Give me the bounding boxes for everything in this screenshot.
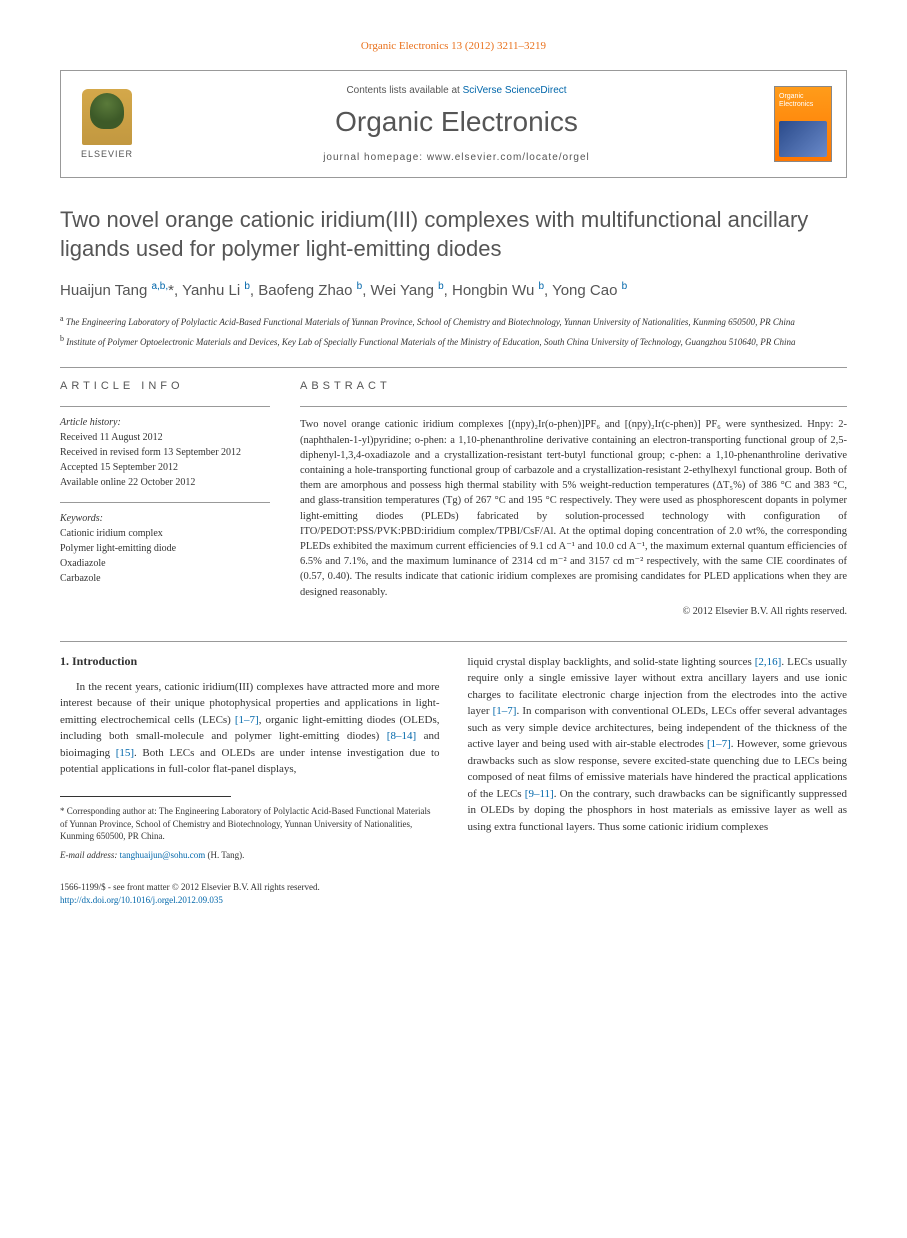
abstract-col: ABSTRACT Two novel orange cationic iridi… <box>300 380 847 617</box>
elsevier-label: ELSEVIER <box>81 149 133 159</box>
elsevier-logo[interactable]: ELSEVIER <box>75 85 139 163</box>
abstract-copyright: © 2012 Elsevier B.V. All rights reserved… <box>300 606 847 617</box>
cover-image-icon <box>779 121 827 157</box>
intro-text-col2: liquid crystal display backlights, and s… <box>468 654 848 836</box>
intro-para-1: In the recent years, cationic iridium(II… <box>60 679 440 778</box>
citation-link[interactable]: [1–7] <box>707 738 731 750</box>
journal-name: Organic Electronics <box>151 106 762 138</box>
article-title: Two novel orange cationic iridium(III) c… <box>60 206 847 263</box>
divider <box>60 367 847 368</box>
keywords-text: Cationic iridium complexPolymer light-em… <box>60 526 270 586</box>
citation-link[interactable]: [9–11] <box>525 788 554 800</box>
affiliation-b: b Institute of Polymer Optoelectronic Ma… <box>60 333 847 349</box>
history-label: Article history: <box>60 417 270 428</box>
citation-link[interactable]: [15] <box>116 747 134 759</box>
sciverse-link[interactable]: SciVerse ScienceDirect <box>463 85 567 96</box>
header-center: Contents lists available at SciVerse Sci… <box>139 85 774 163</box>
article-info-col: ARTICLE INFO Article history: Received 1… <box>60 380 270 617</box>
footnote-separator <box>60 796 231 797</box>
info-divider-2 <box>60 502 270 503</box>
journal-cover-thumbnail[interactable]: Organic Electronics <box>774 86 832 162</box>
homepage-prefix: journal homepage: <box>323 152 427 163</box>
info-abstract-row: ARTICLE INFO Article history: Received 1… <box>60 380 847 617</box>
citation-link[interactable]: [1–7] <box>235 714 259 726</box>
email-footnote: E-mail address: tanghuaijun@sohu.com (H.… <box>60 849 440 862</box>
header-citation: Organic Electronics 13 (2012) 3211–3219 <box>60 40 847 52</box>
body-col-left: 1. Introduction In the recent years, cat… <box>60 654 440 861</box>
authors-line: Huaijun Tang a,b,*, Yanhu Li b, Baofeng … <box>60 281 847 299</box>
abstract-heading: ABSTRACT <box>300 380 847 392</box>
email-label: E-mail address: <box>60 850 117 860</box>
contents-prefix: Contents lists available at <box>346 85 462 96</box>
affiliation-a: a The Engineering Laboratory of Polylact… <box>60 313 847 329</box>
homepage-url[interactable]: www.elsevier.com/locate/orgel <box>427 152 590 163</box>
abstract-divider <box>300 406 847 407</box>
citation-link[interactable]: [8–14] <box>387 730 416 742</box>
keywords-label: Keywords: <box>60 513 270 524</box>
elsevier-tree-icon <box>82 89 132 145</box>
corresponding-footnote: * Corresponding author at: The Engineeri… <box>60 805 440 843</box>
doi-link[interactable]: http://dx.doi.org/10.1016/j.orgel.2012.0… <box>60 895 223 905</box>
info-divider <box>60 406 270 407</box>
history-text: Received 11 August 2012Received in revis… <box>60 430 270 490</box>
email-suffix: (H. Tang). <box>205 850 244 860</box>
abstract-text: Two novel orange cationic iridium comple… <box>300 417 847 600</box>
article-info-heading: ARTICLE INFO <box>60 380 270 392</box>
homepage-line: journal homepage: www.elsevier.com/locat… <box>151 152 762 163</box>
body-columns: 1. Introduction In the recent years, cat… <box>60 654 847 861</box>
corr-label: * Corresponding author at: <box>60 806 157 816</box>
contents-line: Contents lists available at SciVerse Sci… <box>151 85 762 96</box>
email-link[interactable]: tanghuaijun@sohu.com <box>120 850 206 860</box>
citation-link[interactable]: [2,16] <box>755 656 782 668</box>
footer-copyright: 1566-1199/$ - see front matter © 2012 El… <box>60 881 847 894</box>
body-col-right: liquid crystal display backlights, and s… <box>468 654 848 861</box>
divider-2 <box>60 641 847 642</box>
intro-heading: 1. Introduction <box>60 654 440 669</box>
footer: 1566-1199/$ - see front matter © 2012 El… <box>60 881 847 906</box>
intro-text-col1: In the recent years, cationic iridium(II… <box>60 679 440 778</box>
cover-title: Organic Electronics <box>779 93 831 108</box>
citation-link[interactable]: [1–7] <box>493 705 517 717</box>
journal-header-box: ELSEVIER Contents lists available at Sci… <box>60 70 847 178</box>
